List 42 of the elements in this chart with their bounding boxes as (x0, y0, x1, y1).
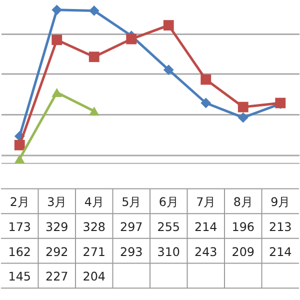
point (163, 20, 174, 30)
point (52, 34, 62, 46)
data-label: 243 (194, 244, 218, 259)
x-tick-label: 6月 (158, 195, 178, 210)
data-label: 329 (46, 220, 68, 234)
data-label: 196 (232, 220, 254, 234)
data-label: 173 (8, 220, 31, 234)
data-label: 214 (269, 244, 292, 259)
point (238, 112, 248, 123)
data-label: 227 (46, 270, 68, 284)
data-label: 209 (232, 244, 254, 259)
data-label: 310 (157, 244, 180, 259)
data-label: 271 (82, 244, 106, 259)
x-tick-label: 9月 (270, 195, 290, 210)
x-tick-label: 8月 (233, 195, 253, 210)
point (52, 4, 62, 16)
point (200, 74, 212, 85)
point (88, 6, 100, 16)
x-tick-label: 7月 (196, 195, 216, 210)
point (14, 140, 25, 150)
point (163, 64, 174, 76)
x-tick-label: 3月 (47, 195, 67, 210)
point (88, 106, 100, 116)
data-label: 292 (46, 244, 68, 259)
point (238, 102, 248, 112)
x-tick-label: 4月 (84, 195, 104, 210)
data-label: 328 (82, 220, 106, 234)
x-tick-label: 5月 (122, 195, 142, 210)
data-label: 214 (194, 220, 218, 234)
data-label: 255 (157, 220, 180, 234)
x-tick-label: 2月 (10, 195, 30, 210)
point (52, 88, 62, 97)
data-label: 145 (8, 270, 31, 284)
data-label: 162 (8, 244, 31, 259)
data-label: 297 (120, 220, 143, 234)
point (88, 52, 100, 62)
point (200, 98, 212, 108)
point (14, 154, 25, 164)
data-label: 213 (269, 220, 292, 234)
data-label: 204 (82, 270, 106, 284)
point (126, 34, 137, 44)
data-label: 293 (120, 244, 143, 259)
